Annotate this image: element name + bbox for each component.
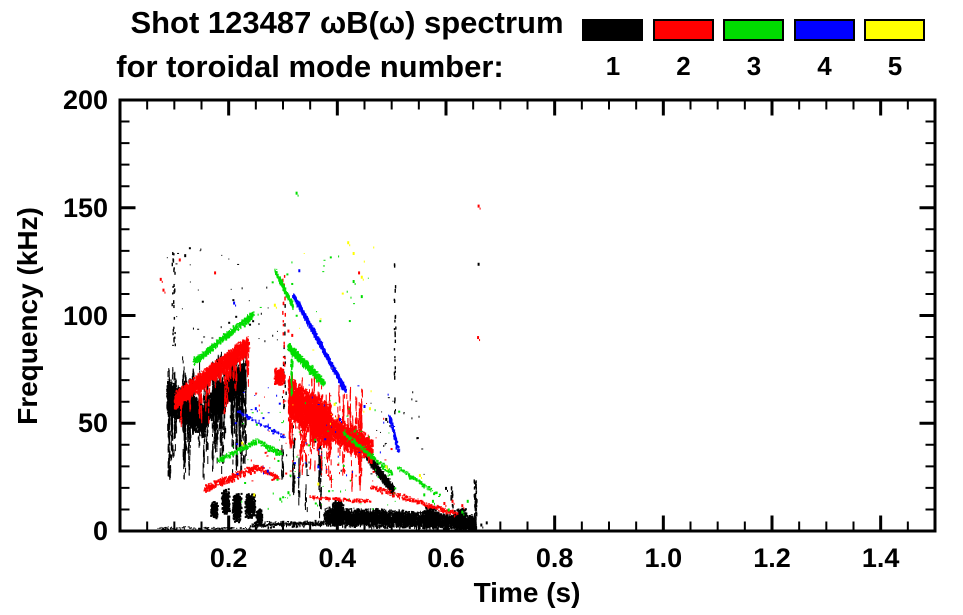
legend-label-3: 3 <box>746 51 762 81</box>
legend-label-4: 4 <box>817 51 832 81</box>
legend-swatch-2 <box>652 19 714 41</box>
legend-swatch-1 <box>582 19 643 41</box>
legend-swatch-3 <box>723 19 784 41</box>
x-tick-label: 0.2 <box>209 543 248 573</box>
legend-swatch-4 <box>793 19 855 41</box>
y-tick-label: 0 <box>92 516 108 546</box>
chart-title-line1: Shot 123487 ωB(ω) spectrum <box>130 5 564 40</box>
legend: 1 2 3 4 5 <box>0 0 963 90</box>
x-tick-label: 1.2 <box>753 543 791 573</box>
x-tick-label: 0.6 <box>427 543 465 573</box>
y-tick-label: 50 <box>77 408 108 439</box>
x-tick-label: 0.8 <box>535 543 574 573</box>
y-tick-label: 100 <box>62 300 108 331</box>
x-tick-label: 1.4 <box>861 543 900 573</box>
y-tick-label: 200 <box>62 85 108 115</box>
x-axis-label: Time (s) <box>473 577 581 608</box>
chart-title-line2: for toroidal mode number: <box>116 49 504 84</box>
legend-swatch-5 <box>864 19 925 41</box>
y-axis-label: Frequency (kHz) <box>12 207 43 425</box>
y-tick-label: 150 <box>62 192 108 223</box>
x-tick-label: 0.4 <box>318 543 357 573</box>
legend-label-1: 1 <box>605 51 621 81</box>
legend-label-2: 2 <box>676 51 691 81</box>
legend-label-5: 5 <box>887 51 903 81</box>
x-tick-label: 1.0 <box>644 543 683 573</box>
